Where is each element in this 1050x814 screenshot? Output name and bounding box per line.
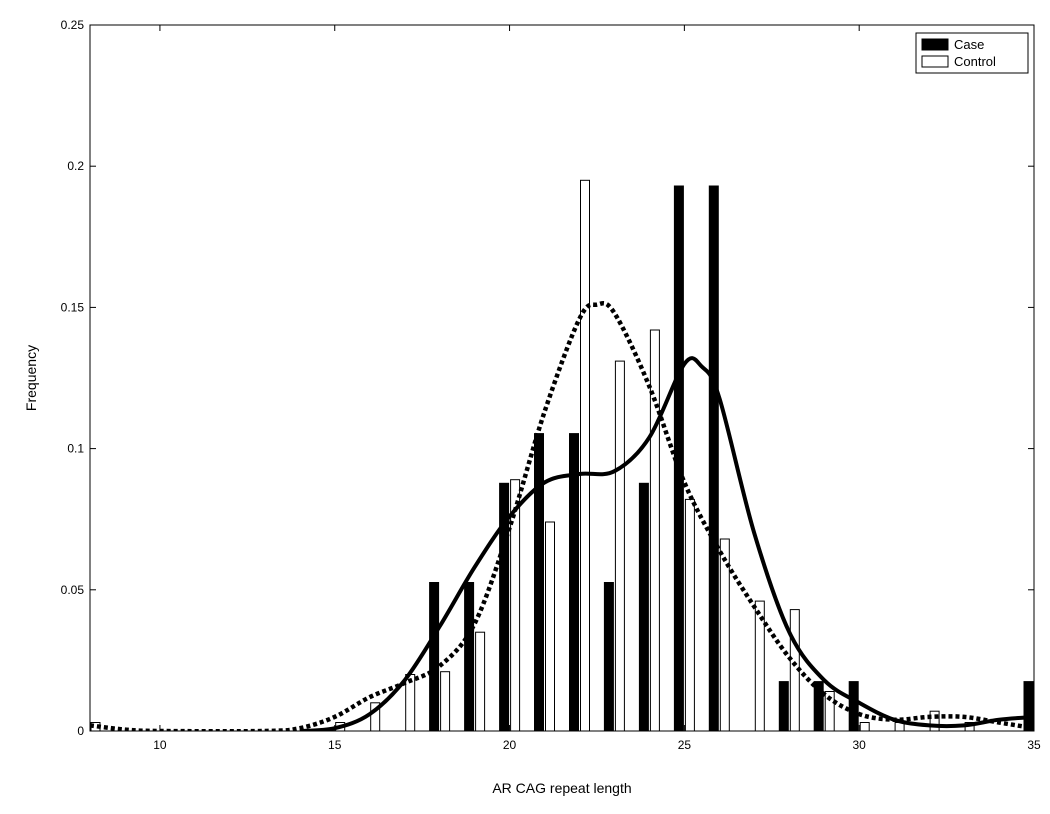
- bar-control-19: [475, 631, 486, 731]
- bar-control-27: [754, 600, 765, 731]
- legend: Case Control: [915, 32, 1029, 74]
- bar-case-21: [534, 433, 544, 731]
- axis-ticks: 10 15 20 25 30 35 0 0.05 0.1 0.15 0.2 0.25: [61, 18, 1041, 752]
- x-tick-label: 30: [853, 738, 867, 752]
- x-tick-label: 10: [153, 738, 167, 752]
- bar-case-19: [464, 582, 475, 731]
- bar-case-23: [603, 582, 614, 731]
- x-tick-label: 15: [328, 738, 342, 752]
- y-tick-label: 0.2: [67, 159, 84, 173]
- bar-case-24: [638, 482, 649, 731]
- bar-case-28: [778, 681, 789, 731]
- bar-control-25: [684, 498, 695, 731]
- density-curve-control: [90, 300, 1034, 731]
- density-curves-layer: [90, 300, 1034, 731]
- bar-control-30: [859, 722, 870, 731]
- x-axis-title: AR CAG repeat length: [492, 780, 631, 796]
- y-tick-label: 0.15: [61, 300, 85, 314]
- y-tick-label: 0.05: [61, 583, 85, 597]
- legend-swatch-control: [921, 55, 949, 68]
- bar-control-22: [580, 179, 590, 731]
- bar-case-18: [429, 582, 440, 731]
- bar-control-23: [614, 360, 625, 731]
- bar-control-21: [545, 521, 555, 731]
- x-tick-label: 25: [678, 738, 692, 752]
- y-axis-title: Frequency: [23, 345, 39, 411]
- bar-control-32: [929, 710, 940, 731]
- density-curve-case: [299, 356, 1034, 731]
- bar-control-24: [649, 329, 660, 731]
- x-tick-label: 35: [1027, 738, 1041, 752]
- x-tick-label: 20: [503, 738, 517, 752]
- bar-control-18: [440, 671, 451, 731]
- bar-control-29: [824, 691, 835, 731]
- bar-case-35: [1023, 681, 1034, 731]
- legend-swatch-case: [921, 38, 949, 51]
- bars-layer: [90, 179, 1034, 731]
- y-tick-label: 0.1: [67, 442, 84, 456]
- bar-case-30: [848, 681, 859, 731]
- bar-case-22: [569, 433, 579, 731]
- bar-control-20: [510, 479, 521, 731]
- legend-label-control: Control: [954, 54, 996, 69]
- y-tick-label: 0.25: [61, 18, 85, 32]
- bar-control-26: [719, 538, 730, 731]
- y-tick-label: 0: [77, 724, 84, 738]
- legend-label-case: Case: [954, 37, 984, 52]
- plot-frame: [89, 24, 1035, 732]
- bar-case-26: [708, 185, 719, 731]
